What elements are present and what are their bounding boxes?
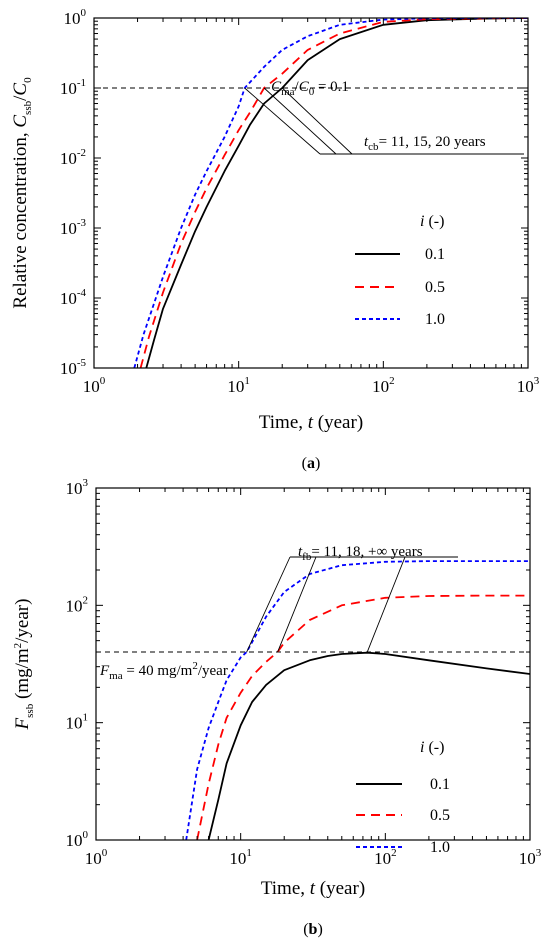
- x-tick-label: 100: [83, 375, 106, 396]
- panel-label-b: (b): [303, 921, 323, 938]
- series-line-0.5: [196, 594, 530, 840]
- legend-label-1.0: 1.0: [430, 839, 450, 856]
- x-tick-label: 101: [227, 375, 250, 396]
- y-tick-label: 100: [66, 829, 89, 850]
- breakthrough-label-a: tcb= 11, 15, 20 years: [364, 134, 486, 153]
- x-tick-label: 102: [372, 375, 395, 396]
- series-line-0.1: [207, 651, 530, 840]
- y-tick-label: 10-1: [60, 77, 86, 98]
- y-tick-label: 103: [66, 477, 89, 498]
- series-line-1.0: [133, 18, 528, 368]
- plot-frame-b: [95, 487, 531, 841]
- x-tick-label: 100: [85, 847, 108, 868]
- series-line-1.0: [185, 560, 530, 840]
- legend-label-1.0: 1.0: [425, 311, 445, 328]
- y-tick-label: 100: [64, 7, 87, 28]
- x-tick-label: 103: [517, 375, 540, 396]
- legend-title-a: i (-): [420, 213, 444, 230]
- y-axis-title-a: Relative concentration, Cssb/C0: [10, 77, 34, 309]
- y-tick-label: 10-4: [60, 287, 87, 308]
- y-tick-label: 10-3: [60, 217, 87, 238]
- y-axis-title-b: Fssb (mg/m2/year): [12, 599, 36, 731]
- annotation-leader-line: [246, 556, 291, 653]
- x-tick-label: 101: [229, 847, 252, 868]
- annotation-leader-line: [244, 87, 321, 155]
- series-line-0.5: [139, 18, 528, 368]
- threshold-label-a: Cma/C0 = 0.1: [271, 79, 349, 98]
- y-tick-label: 10-5: [60, 357, 87, 378]
- x-axis-title-a: Time, t (year): [259, 412, 363, 433]
- legend-title-b: i (-): [420, 739, 444, 756]
- x-tick-label: 103: [519, 847, 542, 868]
- annotation-leader-line: [263, 87, 337, 155]
- x-axis-title-b: Time, t (year): [261, 878, 365, 899]
- annotation-leader-line: [277, 556, 317, 653]
- legend-label-0.1: 0.1: [430, 776, 450, 793]
- plot-frame-a: [93, 17, 529, 369]
- y-tick-label: 102: [66, 594, 89, 615]
- legend-label-0.5: 0.5: [425, 279, 445, 296]
- annotation-leader-line: [366, 556, 406, 653]
- y-tick-label: 101: [66, 712, 89, 733]
- chart-panel-a: 100 101 102 103 10-5 10-4 10-3 10-2 10-1 100 Tim…: [10, 7, 540, 472]
- chart-panel-b: 100 101 102 103 100 101 102 103 Time, t (year)…: [12, 477, 542, 938]
- threshold-label-b: Fma = 40 mg/m2/year: [99, 660, 228, 682]
- x-tick-label: 102: [374, 847, 397, 868]
- legend-label-0.5: 0.5: [430, 807, 450, 824]
- y-tick-label: 10-2: [60, 147, 86, 168]
- legend-label-0.1: 0.1: [425, 246, 445, 263]
- panel-label-a: (a): [302, 455, 321, 472]
- series-line-0.1: [145, 18, 528, 368]
- annotation-leader-line: [281, 87, 353, 155]
